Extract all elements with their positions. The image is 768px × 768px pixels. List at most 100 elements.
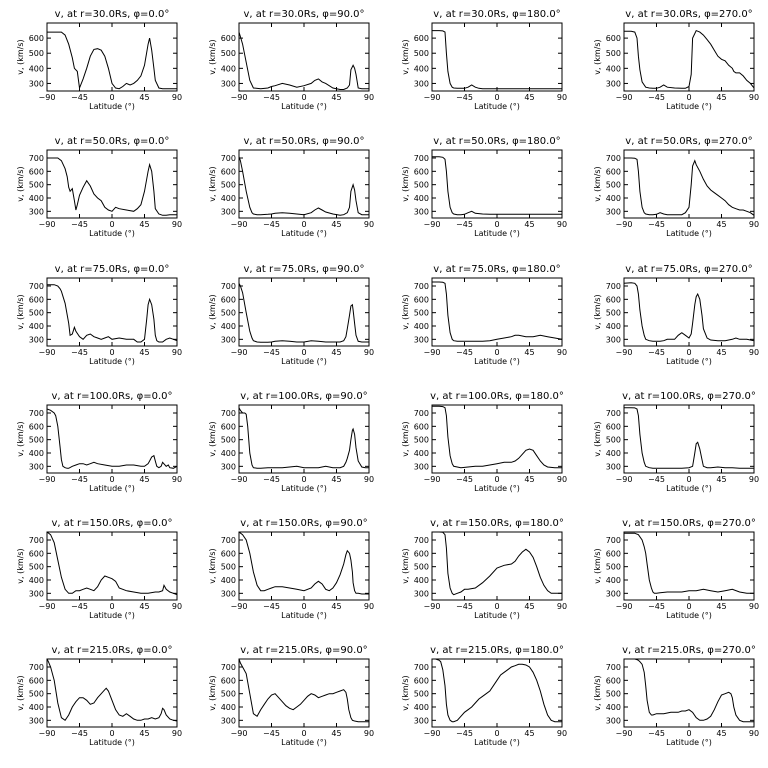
y-tick-label: 700 <box>414 282 429 291</box>
y-tick-label: 300 <box>414 589 429 598</box>
x-axis-label: Latitude (°) <box>281 738 327 747</box>
y-tick-label: 600 <box>414 295 429 304</box>
x-tick-label: 45 <box>139 602 149 611</box>
y-axis-label: v, (km/s) <box>593 675 602 710</box>
chart-panel-14: v, at r=100.0Rs, φ=180.0° −90 −45 0 45 90 300 4… <box>401 391 567 493</box>
y-tick-label: 400 <box>29 194 44 203</box>
y-tick-label: 700 <box>29 536 44 545</box>
chart-panel-19: v, at r=150.0Rs, φ=270.0° −90 −45 0 45 90 300 4… <box>593 518 759 620</box>
chart-panel-10: v, at r=75.0Rs, φ=180.0° −90 −45 0 45 90 300 40… <box>401 264 567 366</box>
y-tick-label: 700 <box>606 154 621 163</box>
x-tick-label: 0 <box>109 602 114 611</box>
x-tick-label: 45 <box>331 220 341 229</box>
x-tick-label: 45 <box>524 220 534 229</box>
y-tick-label: 400 <box>606 703 621 712</box>
y-tick-label: 300 <box>414 335 429 344</box>
plot-frame <box>623 404 755 474</box>
plot-frame <box>623 277 755 347</box>
series-line <box>239 407 369 469</box>
y-tick-label: 700 <box>414 663 429 672</box>
chart-panel-9: v, at r=75.0Rs, φ=90.0° −90 −45 0 45 90 300 400… <box>208 264 374 366</box>
y-axis-label: v, (km/s) <box>593 548 602 583</box>
x-tick-label: 90 <box>749 220 759 229</box>
y-tick-label: 700 <box>221 154 236 163</box>
chart-title: v, at r=50.0Rs, φ=90.0° <box>243 136 364 147</box>
x-tick-label: 0 <box>494 93 499 102</box>
plot-frame <box>623 22 755 92</box>
x-tick-label: 90 <box>364 93 374 102</box>
x-axis-label: Latitude (°) <box>281 357 327 366</box>
y-tick-label: 300 <box>221 589 236 598</box>
x-tick-label: −45 <box>648 93 665 102</box>
y-tick-label: 500 <box>414 436 429 445</box>
x-tick-label: 0 <box>109 475 114 484</box>
x-tick-label: 0 <box>494 602 499 611</box>
chart-title: v, at r=75.0Rs, φ=0.0° <box>55 264 170 275</box>
x-tick-label: −90 <box>616 220 633 229</box>
x-tick-label: −45 <box>263 93 280 102</box>
y-tick-label: 600 <box>29 34 44 43</box>
y-tick-label: 300 <box>414 207 429 216</box>
series-line <box>47 31 177 90</box>
y-axis-label: v, (km/s) <box>208 39 217 74</box>
y-tick-label: 300 <box>414 716 429 725</box>
series-line <box>239 532 369 595</box>
y-tick-label: 400 <box>29 703 44 712</box>
x-tick-label: −90 <box>616 729 633 738</box>
y-tick-label: 400 <box>29 576 44 585</box>
x-tick-label: 90 <box>172 220 182 229</box>
chart-panel-5: v, at r=50.0Rs, φ=90.0° −90 −45 0 45 90 300 400… <box>208 136 374 238</box>
plot-frame <box>46 531 178 601</box>
x-tick-label: −90 <box>424 729 441 738</box>
y-tick-label: 500 <box>414 181 429 190</box>
chart-panel-8: v, at r=75.0Rs, φ=0.0° −90 −45 0 45 90 300 400 5… <box>16 264 182 366</box>
series-line <box>432 156 562 216</box>
plot-frame <box>46 404 178 474</box>
y-tick-label: 500 <box>29 49 44 58</box>
x-tick-label: 45 <box>716 220 726 229</box>
y-tick-label: 500 <box>221 436 236 445</box>
x-tick-label: 90 <box>557 602 567 611</box>
x-tick-label: 45 <box>524 348 534 357</box>
chart-title: v, at r=30.0Rs, φ=0.0° <box>55 9 170 20</box>
y-axis-label: v, (km/s) <box>16 548 25 583</box>
y-axis-label: v, (km/s) <box>401 675 410 710</box>
y-axis-label: v, (km/s) <box>208 675 217 710</box>
x-tick-label: 0 <box>301 93 306 102</box>
y-axis-label: v, (km/s) <box>16 166 25 201</box>
series-line <box>239 659 369 723</box>
x-axis-label: Latitude (°) <box>474 611 520 620</box>
y-axis-label: v, (km/s) <box>16 421 25 456</box>
chart-title: v, at r=100.0Rs, φ=90.0° <box>240 391 367 402</box>
y-tick-label: 300 <box>606 335 621 344</box>
y-axis-label: v, (km/s) <box>401 421 410 456</box>
y-tick-label: 300 <box>606 207 621 216</box>
y-tick-label: 600 <box>606 676 621 685</box>
x-tick-label: −90 <box>616 602 633 611</box>
y-axis-label: v, (km/s) <box>593 421 602 456</box>
x-axis-label: Latitude (°) <box>666 357 712 366</box>
y-axis-label: v, (km/s) <box>16 294 25 329</box>
y-tick-label: 600 <box>606 167 621 176</box>
y-axis-label: v, (km/s) <box>401 548 410 583</box>
x-tick-label: 45 <box>139 348 149 357</box>
chart-title: v, at r=100.0Rs, φ=270.0° <box>622 391 756 402</box>
y-tick-label: 300 <box>29 79 44 88</box>
y-tick-label: 400 <box>606 194 621 203</box>
y-axis-label: v, (km/s) <box>401 166 410 201</box>
x-tick-label: 45 <box>139 220 149 229</box>
chart-title: v, at r=150.0Rs, φ=90.0° <box>240 518 367 529</box>
chart-title: v, at r=215.0Rs, φ=90.0° <box>240 645 367 656</box>
x-tick-label: −90 <box>39 348 56 357</box>
y-tick-label: 400 <box>29 322 44 331</box>
y-tick-label: 300 <box>606 589 621 598</box>
x-tick-label: 0 <box>686 475 691 484</box>
chart-panel-12: v, at r=100.0Rs, φ=0.0° −90 −45 0 45 90 300 400… <box>16 391 182 493</box>
x-tick-label: −45 <box>648 602 665 611</box>
chart-title: v, at r=50.0Rs, φ=180.0° <box>433 136 560 147</box>
chart-panel-21: v, at r=215.0Rs, φ=90.0° −90 −45 0 45 90 300 40… <box>208 645 374 747</box>
y-tick-label: 600 <box>414 167 429 176</box>
x-tick-label: −90 <box>39 220 56 229</box>
x-axis-label: Latitude (°) <box>281 229 327 238</box>
